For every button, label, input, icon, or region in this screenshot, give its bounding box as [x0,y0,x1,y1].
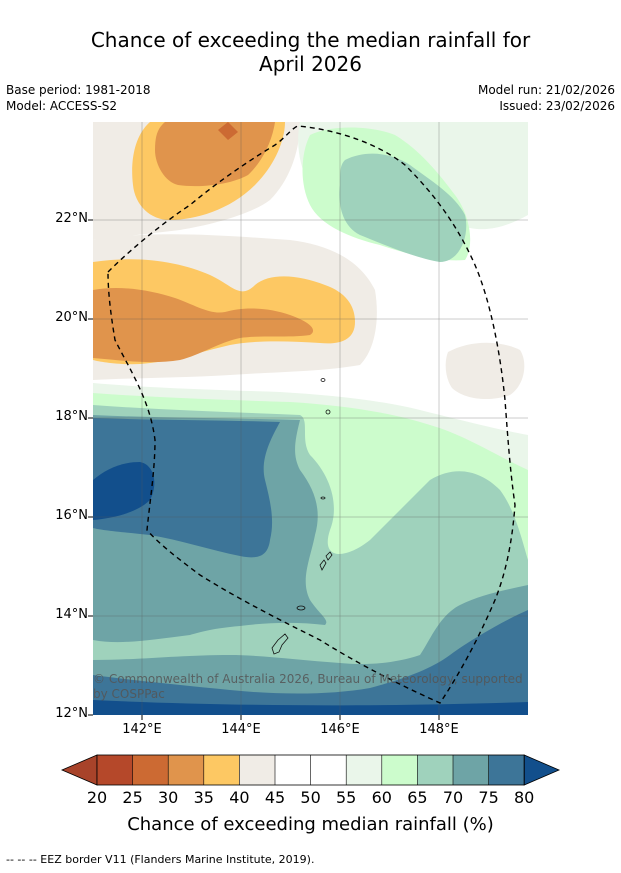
copyright-line-1: © Commonwealth of Australia 2026, Bureau… [93,672,523,686]
colorbar-tick-60: 60 [371,788,392,807]
eez-footnote: -- -- -- EEZ border V11 (Flanders Marine… [6,853,315,866]
colorbar-title: Chance of exceeding median rainfall (%) [127,814,494,835]
colorbar-tick-75: 75 [478,788,499,807]
lon-label-146e: 146°E [320,722,360,737]
lat-label-14n: 14°N [55,607,88,622]
colorbar-tick-40: 40 [229,788,250,807]
colorbar-tick-70: 70 [442,788,464,807]
meta-left: Base period: 1981-2018 Model: ACCESS-S2 [6,82,151,114]
rainfall-contours [93,122,528,715]
axis-ticks [88,219,440,720]
colorbar-segment-20-25 [97,755,133,785]
colorbar-tick-35: 35 [193,788,214,807]
colorbar-segment-35-40 [203,755,240,785]
lat-label-16n: 16°N [55,508,88,523]
model-run-text: Model run: 21/02/2026 [477,83,615,97]
islands [271,378,333,655]
lon-label-144e: 144°E [221,722,261,737]
graticule [93,122,528,715]
colorbar-tick-50: 50 [300,788,321,807]
lat-label-20n: 20°N [55,310,88,325]
title-line-2: April 2026 [259,52,362,76]
colorbar-tick-55: 55 [336,788,357,807]
colorbar-segment-45-50 [275,755,311,785]
colorbar-segment-30-35 [168,755,204,785]
colorbar-segment-65-70 [417,755,453,785]
lon-label-142e: 142°E [122,722,162,737]
colorbar-segment-75-80 [488,755,525,785]
lat-label-18n: 18°N [55,409,88,424]
colorbar-high-arrow [523,754,561,786]
colorbar-tick-20: 20 [86,788,108,807]
colorbar-segment-60-65 [381,755,418,785]
title-line-1: Chance of exceeding the median rainfall … [90,28,531,52]
colorbar-tick-45: 45 [264,788,286,807]
colorbar [60,754,561,786]
lat-label-22n: 22°N [55,211,88,226]
copyright-line-2: by COSPPac [93,687,165,701]
issued-text: Issued: 23/02/2026 [499,99,615,113]
colorbar-tick-30: 30 [158,788,179,807]
eez-border [107,125,516,704]
colorbar-segment-70-75 [453,755,489,785]
colorbar-low-arrow [60,754,98,786]
colorbar-tick-80: 80 [514,788,535,807]
colorbar-segment-55-60 [346,755,382,785]
map-title: Chance of exceeding the median rainfall … [0,28,621,76]
model-text: Model: ACCESS-S2 [6,99,118,113]
base-period-text: Base period: 1981-2018 [6,83,151,97]
colorbar-segment-50-55 [310,755,347,785]
lat-label-12n: 12°N [55,706,88,721]
colorbar-segment-40-45 [239,755,275,785]
copyright-notice: © Commonwealth of Australia 2026, Bureau… [93,672,523,702]
meta-right: Model run: 21/02/2026 Issued: 23/02/2026 [478,82,615,114]
colorbar-tick-25: 25 [122,788,143,807]
colorbar-segment-25-30 [132,755,169,785]
colorbar-tick-65: 65 [407,788,428,807]
lon-label-148e: 148°E [419,722,459,737]
